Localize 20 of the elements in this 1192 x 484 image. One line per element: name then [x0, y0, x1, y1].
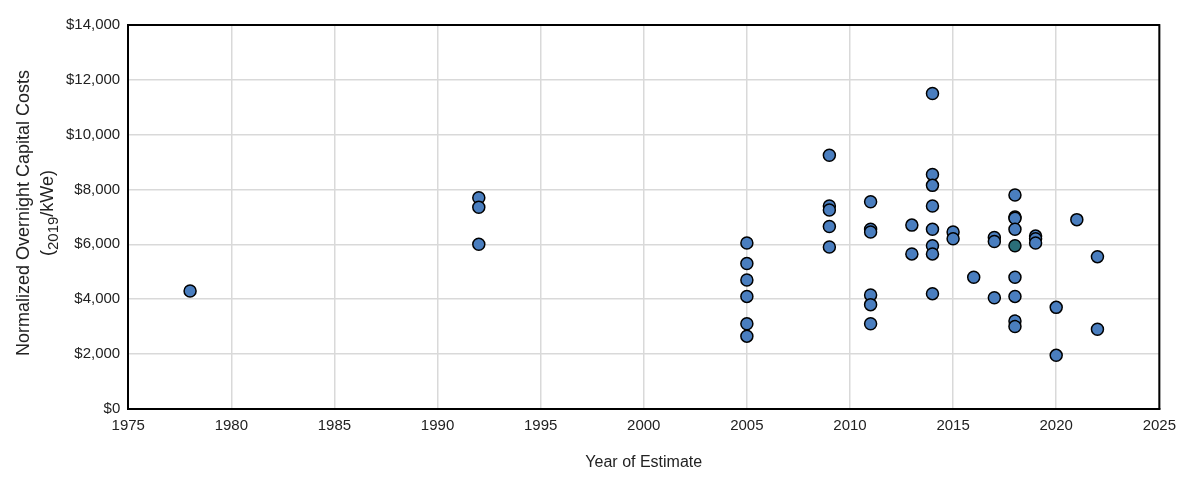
x-tick-label: 1985: [317, 415, 352, 433]
x-tick-label: 1980: [214, 415, 249, 433]
x-tick-label: 1975: [111, 415, 145, 433]
y-tick-label: $4,000: [74, 289, 121, 307]
x-tick-label: 2015: [936, 415, 970, 433]
x-tick-label: 1995: [523, 415, 558, 433]
x-tick-label: 2000: [627, 415, 661, 433]
x-tick-label: 2005: [730, 415, 764, 433]
y-tick-label: $14,000: [65, 15, 121, 33]
x-tick-label: 2010: [833, 415, 867, 433]
x-tick-label: 2020: [1039, 415, 1073, 433]
x-tick-label: 1990: [420, 415, 455, 433]
y-tick-label: $12,000: [65, 69, 121, 87]
y-tick-label: $0: [103, 398, 121, 416]
y-tick-label: $10,000: [65, 124, 121, 142]
x-tick-label: 2025: [1142, 415, 1176, 433]
y-tick-label: $8,000: [74, 179, 121, 197]
x-axis-title: Year of Estimate: [585, 452, 703, 470]
y-tick-label: $2,000: [74, 344, 121, 362]
y-tick-label: $6,000: [74, 234, 121, 252]
